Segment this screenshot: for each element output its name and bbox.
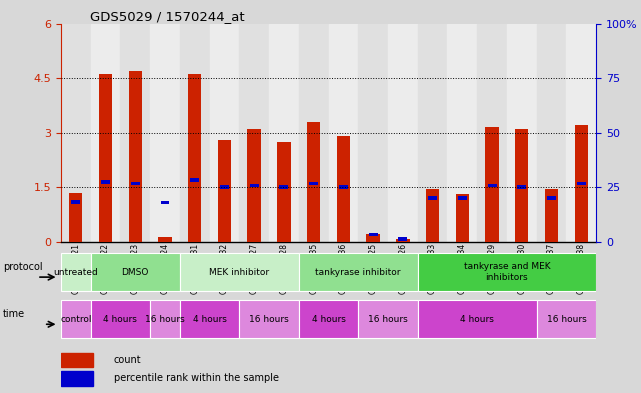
Bar [309,182,318,185]
Bar [399,237,407,241]
Bar [210,24,239,242]
Text: 4 hours: 4 hours [460,315,494,324]
Bar [485,127,499,242]
Bar [129,71,142,242]
Bar [396,239,410,242]
Bar [507,24,537,242]
Bar [426,189,439,242]
Bar [388,24,418,242]
Bar [101,180,110,184]
Text: 4 hours: 4 hours [193,315,226,324]
Text: 4 hours: 4 hours [312,315,345,324]
Bar [456,195,469,242]
Bar [488,184,497,187]
Bar [121,24,150,242]
Text: 16 hours: 16 hours [368,315,408,324]
Bar [339,185,348,189]
Bar [239,24,269,242]
Text: 4 hours: 4 hours [103,315,137,324]
Bar [418,300,537,338]
Bar [218,140,231,242]
Bar [190,178,199,182]
Bar [158,237,172,242]
Bar [69,193,83,242]
Text: tankyrase and MEK
inhibitors: tankyrase and MEK inhibitors [463,263,550,282]
Text: MEK inhibitor: MEK inhibitor [209,268,269,277]
Bar [61,300,90,338]
Bar [90,24,121,242]
Bar [90,300,150,338]
Bar [279,185,288,189]
Bar [545,189,558,242]
Bar [61,353,93,367]
Bar [99,74,112,242]
Bar [247,129,261,242]
Bar [328,24,358,242]
Bar [188,74,201,242]
Bar [574,125,588,242]
Text: 16 hours: 16 hours [145,315,185,324]
Bar [277,142,290,242]
Text: percentile rank within the sample: percentile rank within the sample [114,373,279,384]
Bar [220,185,229,189]
Bar [547,196,556,200]
Text: DMSO: DMSO [122,268,149,277]
Bar [515,129,528,242]
Bar [61,371,93,386]
Bar [299,253,418,291]
Bar [369,233,378,236]
Bar [250,184,258,187]
Bar [577,182,586,185]
Bar [61,24,90,242]
Bar [131,182,140,185]
Text: GDS5029 / 1570244_at: GDS5029 / 1570244_at [90,10,244,23]
Text: time: time [3,309,26,320]
Bar [299,300,358,338]
Bar [537,300,596,338]
Bar [358,24,388,242]
Bar [61,253,90,291]
Bar [180,24,210,242]
Bar [367,234,380,242]
Bar [428,196,437,200]
Bar [269,24,299,242]
Text: tankyrase inhibitor: tankyrase inhibitor [315,268,401,277]
Bar [150,24,180,242]
Bar [537,24,567,242]
Text: control: control [60,315,92,324]
Bar [299,24,328,242]
Text: 16 hours: 16 hours [249,315,289,324]
Bar [337,136,350,242]
Bar [71,200,80,204]
Bar [150,300,180,338]
Bar [517,185,526,189]
Bar [418,253,596,291]
Bar [458,196,467,200]
Bar [239,300,299,338]
Bar [567,24,596,242]
Bar [358,300,418,338]
Bar [307,122,320,242]
Bar [180,300,239,338]
Bar [477,24,507,242]
Text: protocol: protocol [3,262,43,272]
Bar [160,200,169,204]
Bar [180,253,299,291]
Text: count: count [114,355,142,365]
Text: untreated: untreated [53,268,98,277]
Bar [447,24,477,242]
Bar [418,24,447,242]
Bar [90,253,180,291]
Text: 16 hours: 16 hours [547,315,587,324]
